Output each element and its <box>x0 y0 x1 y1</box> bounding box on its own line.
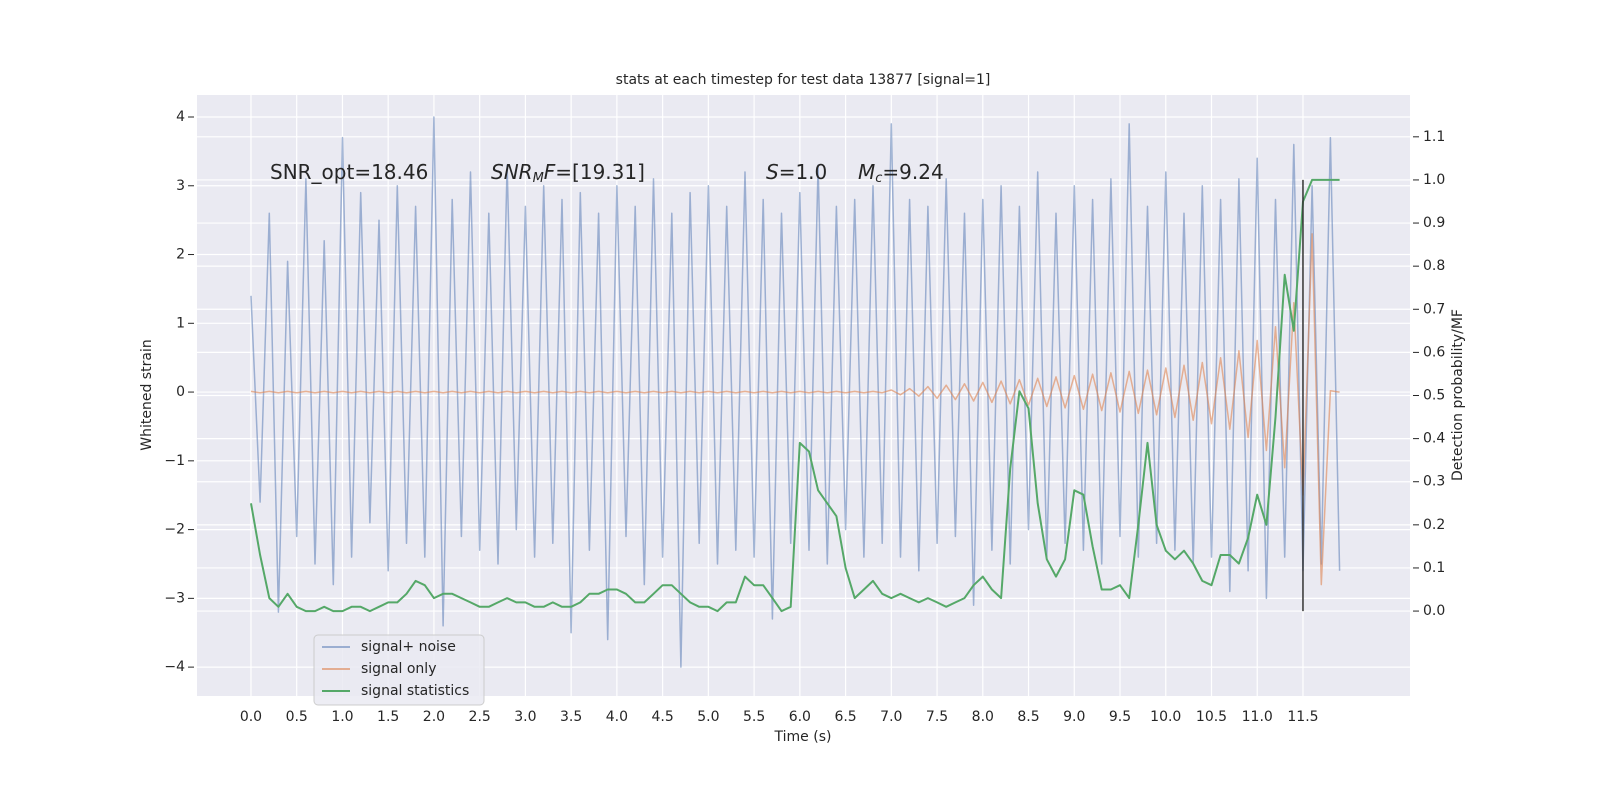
annotation-part: c <box>875 171 882 186</box>
annotation-part: M <box>858 160 875 184</box>
annotation: Mc=9.24 <box>858 160 944 186</box>
x-tick-label: 6.0 <box>789 709 811 725</box>
series-line <box>250 178 1340 613</box>
legend-box <box>313 634 485 706</box>
y2-axis-label: Detection probability/MF <box>1450 309 1466 481</box>
y-tick-label: 2 <box>176 247 185 263</box>
y-axis-label: Whitened strain <box>139 339 155 450</box>
x-tick-label: 2.0 <box>423 709 445 725</box>
x-tick-label: 4.5 <box>651 709 673 725</box>
series-line <box>250 116 1341 668</box>
x-tick-label: 6.5 <box>834 709 856 725</box>
y2-tick-label: 0.7 <box>1423 301 1445 317</box>
annotation-part: =9.24 <box>882 160 943 184</box>
y2-tick-label: 1.0 <box>1423 172 1445 188</box>
chart-title: stats at each timestep for test data 138… <box>616 72 991 88</box>
x-tick-label: 8.5 <box>1017 709 1039 725</box>
annotation: S=1.0 <box>766 160 827 184</box>
annotation-part: =[19.31] <box>555 160 645 184</box>
x-tick-label: 3.5 <box>560 709 582 725</box>
y-tick-label: 0 <box>176 384 185 400</box>
y-tick-label: −2 <box>164 522 185 538</box>
y2-tick-label: 0.0 <box>1423 603 1445 619</box>
x-tick-label: 9.5 <box>1109 709 1131 725</box>
y-tick-label: −1 <box>164 453 185 469</box>
y2-tick-label: 0.3 <box>1423 474 1445 490</box>
x-tick-label: 4.0 <box>606 709 628 725</box>
x-tick-label: 7.0 <box>880 709 902 725</box>
annotation-part: =1.0 <box>779 160 828 184</box>
y2-tick-label: 0.4 <box>1423 431 1445 447</box>
annotation: SNR_opt=18.46 <box>270 160 428 184</box>
x-tick-label: 11.5 <box>1287 709 1318 725</box>
x-tick-label: 10.5 <box>1196 709 1227 725</box>
y-tick-label: −3 <box>164 590 185 606</box>
annotation: SNRMF=[19.31] <box>491 160 645 186</box>
x-tick-label: 5.5 <box>743 709 765 725</box>
annotation-part: F <box>544 160 556 184</box>
y-tick-label: 4 <box>176 109 185 125</box>
y-tick-label: 1 <box>176 315 185 331</box>
annotation-part: SNR <box>491 160 533 184</box>
annotation-part: SNR_opt=18.46 <box>270 160 428 184</box>
y2-tick-label: 0.2 <box>1423 517 1445 533</box>
y2-tick-label: 0.5 <box>1423 388 1445 404</box>
x-tick-label: 0.0 <box>240 709 262 725</box>
x-tick-label: 0.5 <box>286 709 308 725</box>
x-tick-label: 8.0 <box>972 709 994 725</box>
legend-label: signal statistics <box>361 683 469 699</box>
y2-tick-label: 0.8 <box>1423 258 1445 274</box>
x-tick-label: 9.0 <box>1063 709 1085 725</box>
series-line <box>250 233 1340 586</box>
x-tick-label: 1.0 <box>331 709 353 725</box>
x-tick-label: 3.0 <box>514 709 536 725</box>
y2-tick-label: 0.6 <box>1423 344 1445 360</box>
x-tick-label: 7.5 <box>926 709 948 725</box>
x-axis-label: Time (s) <box>774 729 832 745</box>
x-tick-label: 2.5 <box>469 709 491 725</box>
legend-label: signal only <box>361 661 436 677</box>
y-tick-label: 3 <box>176 178 185 194</box>
y2-tick-label: 1.1 <box>1423 129 1445 145</box>
annotation-part: M <box>533 171 544 186</box>
y2-tick-label: 0.9 <box>1423 215 1445 231</box>
x-tick-label: 5.0 <box>697 709 719 725</box>
x-tick-label: 1.5 <box>377 709 399 725</box>
x-tick-label: 10.0 <box>1150 709 1181 725</box>
annotation-part: S <box>766 160 779 184</box>
legend-label: signal+ noise <box>361 639 456 655</box>
y-tick-label: −4 <box>164 659 185 675</box>
x-tick-label: 11.0 <box>1242 709 1273 725</box>
y2-tick-label: 0.1 <box>1423 560 1445 576</box>
